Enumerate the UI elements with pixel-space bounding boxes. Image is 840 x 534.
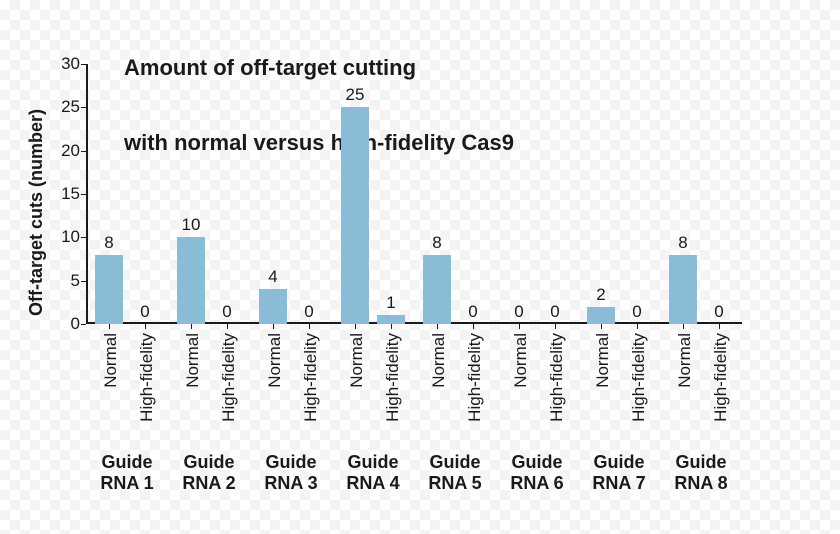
bar-value-label: 8: [104, 233, 113, 255]
series-label: High-fidelity: [383, 333, 403, 422]
group-label-line1: Guide: [346, 452, 399, 473]
group-label: GuideRNA 6: [510, 452, 563, 493]
series-label: High-fidelity: [219, 333, 239, 422]
bar-value-label: 0: [714, 302, 723, 324]
bar-value-label: 25: [346, 85, 365, 107]
series-label: Normal: [347, 333, 367, 388]
series-label: Normal: [593, 333, 613, 388]
series-label: High-fidelity: [465, 333, 485, 422]
x-tick-mark: [555, 324, 556, 329]
bar-group: 20: [578, 64, 660, 324]
series-label: Normal: [101, 333, 121, 388]
group-label-line2: RNA 8: [674, 473, 727, 494]
x-tick-mark: [437, 324, 438, 329]
bar-value-label: 2: [596, 285, 605, 307]
x-tick-mark: [109, 324, 110, 329]
group-label: GuideRNA 3: [264, 452, 317, 493]
bar-value-label: 8: [678, 233, 687, 255]
bar-group: 80: [86, 64, 168, 324]
x-tick-mark: [601, 324, 602, 329]
x-tick-mark: [355, 324, 356, 329]
group-label-line2: RNA 2: [182, 473, 235, 494]
cas9-off-target-chart: Amount of off-target cutting with normal…: [0, 0, 840, 534]
plot-area: 05101520253080NormalHigh-fidelityGuideRN…: [86, 64, 742, 324]
x-tick-mark: [719, 324, 720, 329]
x-tick-mark: [227, 324, 228, 329]
bar: 4: [259, 289, 287, 324]
group-label-line1: Guide: [428, 452, 481, 473]
group-label: GuideRNA 5: [428, 452, 481, 493]
y-tick-mark: [81, 324, 86, 325]
group-label: GuideRNA 7: [592, 452, 645, 493]
bar: 2: [587, 307, 615, 324]
group-label-line2: RNA 4: [346, 473, 399, 494]
series-label: Normal: [183, 333, 203, 388]
group-label-line2: RNA 7: [592, 473, 645, 494]
x-tick-mark: [519, 324, 520, 329]
x-tick-mark: [191, 324, 192, 329]
bar: 8: [669, 255, 697, 324]
bar-group: 10 0: [168, 64, 250, 324]
bar-value-label: 0: [140, 302, 149, 324]
group-label: GuideRNA 8: [674, 452, 727, 493]
group-label-line1: Guide: [510, 452, 563, 473]
x-tick-mark: [145, 324, 146, 329]
bar: 1: [377, 315, 405, 324]
bar: 8: [423, 255, 451, 324]
x-tick-mark: [473, 324, 474, 329]
series-label: Normal: [429, 333, 449, 388]
bar-value-label: 0: [304, 302, 313, 324]
group-label-line1: Guide: [182, 452, 235, 473]
bar-value-label: 8: [432, 233, 441, 255]
bar-group: 80: [660, 64, 742, 324]
group-label-line2: RNA 5: [428, 473, 481, 494]
x-tick-mark: [391, 324, 392, 329]
bar: 8: [95, 255, 123, 324]
series-label: High-fidelity: [629, 333, 649, 422]
group-label: GuideRNA 1: [100, 452, 153, 493]
group-label: GuideRNA 4: [346, 452, 399, 493]
series-label: High-fidelity: [137, 333, 157, 422]
bar-value-label: 0: [222, 302, 231, 324]
group-label-line2: RNA 1: [100, 473, 153, 494]
bar-value-label: 0: [632, 302, 641, 324]
bar: 10: [177, 237, 205, 324]
x-tick-mark: [309, 324, 310, 329]
bar: 25: [341, 107, 369, 324]
bar-value-label: 0: [468, 302, 477, 324]
series-label: Normal: [511, 333, 531, 388]
x-tick-mark: [273, 324, 274, 329]
bar-group: 25 1: [332, 64, 414, 324]
group-label-line1: Guide: [100, 452, 153, 473]
series-label: High-fidelity: [547, 333, 567, 422]
group-label-line1: Guide: [264, 452, 317, 473]
y-axis-label: Off-target cuts (number): [26, 109, 47, 316]
series-label: High-fidelity: [711, 333, 731, 422]
bar-value-label: 1: [386, 293, 395, 315]
bar-value-label: 0: [514, 302, 523, 324]
bar-group: 00: [496, 64, 578, 324]
x-tick-mark: [683, 324, 684, 329]
series-label: Normal: [675, 333, 695, 388]
bar-value-label: 10: [182, 215, 201, 237]
bar-group: 80: [414, 64, 496, 324]
series-label: Normal: [265, 333, 285, 388]
bar-value-label: 0: [550, 302, 559, 324]
group-label-line1: Guide: [674, 452, 727, 473]
group-label-line1: Guide: [592, 452, 645, 473]
bar-value-label: 4: [268, 267, 277, 289]
x-tick-mark: [637, 324, 638, 329]
bar-group: 40: [250, 64, 332, 324]
group-label-line2: RNA 3: [264, 473, 317, 494]
group-label: GuideRNA 2: [182, 452, 235, 493]
series-label: High-fidelity: [301, 333, 321, 422]
group-label-line2: RNA 6: [510, 473, 563, 494]
